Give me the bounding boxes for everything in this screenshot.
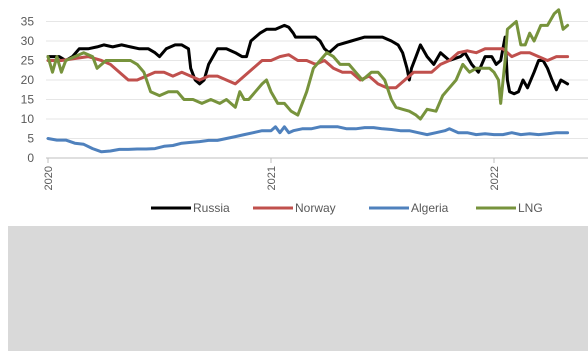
legend: Russia Norway Algeria LNG [151, 201, 543, 215]
series-line-lng [46, 8, 570, 121]
y-axis-ticks: 0 5 10 15 20 25 30 35 [21, 15, 35, 166]
gray-panel [8, 226, 588, 351]
legend-label-lng: LNG [518, 201, 543, 215]
y-tick-label: 5 [27, 132, 34, 146]
y-tick-label: 15 [21, 93, 35, 107]
y-tick-label: 25 [21, 54, 35, 68]
chart-area: 0 5 10 15 20 25 30 35 2020 2021 2022 Russia Norway… [20, 8, 588, 215]
legend-label-russia: Russia [193, 201, 230, 215]
y-tick-label: 0 [27, 151, 34, 165]
y-tick-label: 35 [21, 15, 35, 29]
x-axis-ticks: 2020 2021 2022 [43, 158, 501, 190]
legend-label-norway: Norway [295, 201, 336, 215]
series-lines [46, 8, 570, 154]
y-tick-label: 10 [21, 112, 35, 126]
series-line-algeria [46, 125, 570, 154]
x-tick-label: 2021 [266, 166, 278, 190]
y-tick-label: 20 [21, 73, 35, 87]
y-tick-label: 30 [21, 34, 35, 48]
x-tick-label: 2022 [489, 166, 501, 190]
line-chart: 0 5 10 15 20 25 30 35 2020 2021 2022 Russia Norway… [21, 8, 588, 215]
x-tick-label: 2020 [43, 166, 55, 190]
legend-label-algeria: Algeria [411, 201, 449, 215]
